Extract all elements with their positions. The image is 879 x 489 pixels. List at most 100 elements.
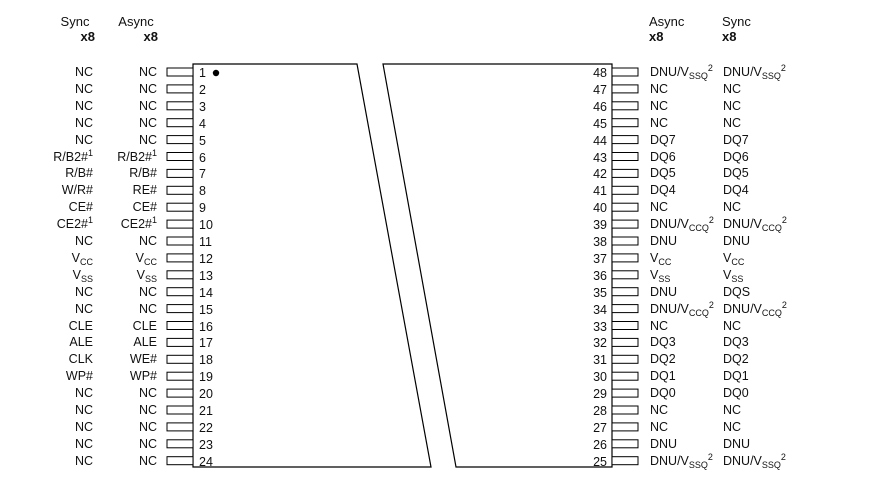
left-sync-label-14: NC [75,285,93,299]
left-sync-label-5: NC [75,133,93,147]
left-sync-label-2: NC [75,82,93,96]
pin-number-15: 15 [199,302,213,317]
pin-number-40: 40 [593,201,607,216]
right-async-label-44-text: DQ7 [650,132,676,147]
right-sync-label-37-text: V [723,250,732,265]
right-pin-30 [611,371,639,381]
right-async-label-25-text: DNU/V [650,453,689,468]
header-left-sync: Sync x8 [55,14,95,44]
right-sync-label-41: DQ4 [723,183,749,197]
left-sync-label-9: CE# [69,200,93,214]
pin-number-6: 6 [199,150,206,165]
left-pin-1 [166,67,194,77]
pin-number-24: 24 [199,454,213,469]
header-right-sync-name: Sync [722,14,751,29]
pin-number-4: 4 [199,116,206,131]
right-async-label-26-text: DNU [650,436,678,451]
left-sync-label-13-subscript: SS [80,273,93,284]
right-sync-label-29-text: DQ0 [723,386,749,401]
right-sync-label-33: NC [723,319,741,333]
right-pin-28 [611,405,639,415]
left-pin-18 [166,354,194,364]
right-async-label-25: DNU/VSSQ2 [650,451,713,469]
right-pin-41 [611,185,639,195]
left-sync-label-4: NC [75,116,93,130]
right-async-label-31: DQ2 [650,352,676,366]
left-sync-label-20: NC [75,386,93,400]
right-async-label-39-text: DNU/V [650,217,689,232]
right-sync-label-28: NC [723,403,741,417]
pin-number-23: 23 [199,437,213,452]
left-async-label-6: R/B2#1 [117,147,157,164]
left-sync-label-16: CLE [69,319,93,333]
left-async-label-4: NC [139,116,157,130]
left-pin-11 [166,236,194,246]
left-sync-label-21-text: NC [74,403,93,417]
left-async-label-6-superscript: 1 [151,147,157,158]
right-sync-label-48-superscript: 2 [780,63,786,73]
left-sync-label-12-text: V [71,250,80,265]
pin-number-11: 11 [199,235,212,249]
right-async-label-25-superscript: 2 [707,451,713,462]
right-async-label-28-text: NC [650,403,669,417]
left-async-label-5-text: NC [138,132,157,147]
left-pin-23 [166,439,194,449]
right-async-label-37-subscript: CC [658,256,672,267]
right-async-label-29-text: DQ0 [650,386,676,401]
right-async-label-37-text: V [650,250,659,265]
left-async-label-2: NC [139,82,157,96]
left-async-label-15: NC [139,302,157,316]
right-async-label-27-text: NC [650,419,669,434]
header-right-async-width: x8 [649,29,664,44]
right-async-label-30-text: DQ1 [650,369,676,384]
right-sync-label-40: NC [723,200,741,214]
left-async-label-11: NC [139,234,157,248]
right-async-label-35: DNU [650,285,677,299]
pin-number-22: 22 [199,420,213,435]
right-sync-label-31-text: DQ2 [723,352,749,367]
right-pin-38 [611,236,639,246]
right-pin-37 [611,253,639,263]
left-async-label-13-subscript: SS [144,273,157,284]
pin-number-8: 8 [199,184,206,199]
left-async-label-12-text: V [135,250,144,265]
right-sync-label-25-subscript: SSQ [761,459,781,470]
right-async-label-48-superscript: 2 [707,63,713,73]
left-async-label-10-text: CE2# [120,217,152,232]
right-pin-43 [611,152,639,161]
header-right-sync-width: x8 [722,29,737,44]
right-async-label-30: DQ1 [650,369,676,383]
right-sync-label-43: DQ6 [723,150,749,164]
left-async-label-7: R/B# [129,166,157,180]
right-pin-35 [611,287,639,297]
right-async-label-34-superscript: 2 [708,299,714,310]
right-async-label-34: DNU/VCCQ2 [650,299,714,317]
right-async-label-33-text: NC [650,318,669,333]
left-async-label-3: NC [139,99,157,113]
left-async-label-23: NC [139,437,157,451]
right-async-label-45: NC [650,116,668,130]
package-left-half [192,63,432,468]
right-pin-47 [611,84,639,94]
left-async-label-16: CLE [133,319,157,333]
left-sync-label-1-text: NC [74,65,93,79]
header-right-sync: Sync x8 [722,14,762,44]
left-pin-10 [166,219,194,229]
left-pin-5 [166,135,194,145]
left-async-label-13: VSS [137,268,157,284]
left-async-label-19-text: WP# [129,369,157,384]
header-left-async-name: Async [118,14,154,29]
left-sync-label-19: WP# [66,369,93,383]
left-async-label-23-text: NC [138,436,157,451]
left-sync-label-18-text: CLK [68,352,93,367]
left-sync-label-6-text: R/B2# [53,149,88,164]
right-sync-label-36-subscript: SS [731,273,744,284]
pin-number-46: 46 [593,99,607,114]
right-sync-label-32: DQ3 [723,335,749,349]
left-async-label-24: NC [139,454,157,468]
left-pin-13 [166,270,194,280]
right-async-label-47-text: NC [650,81,669,96]
left-pin-7 [166,168,194,178]
right-sync-label-45-text: NC [723,115,742,130]
right-sync-label-30-text: DQ1 [723,369,749,384]
